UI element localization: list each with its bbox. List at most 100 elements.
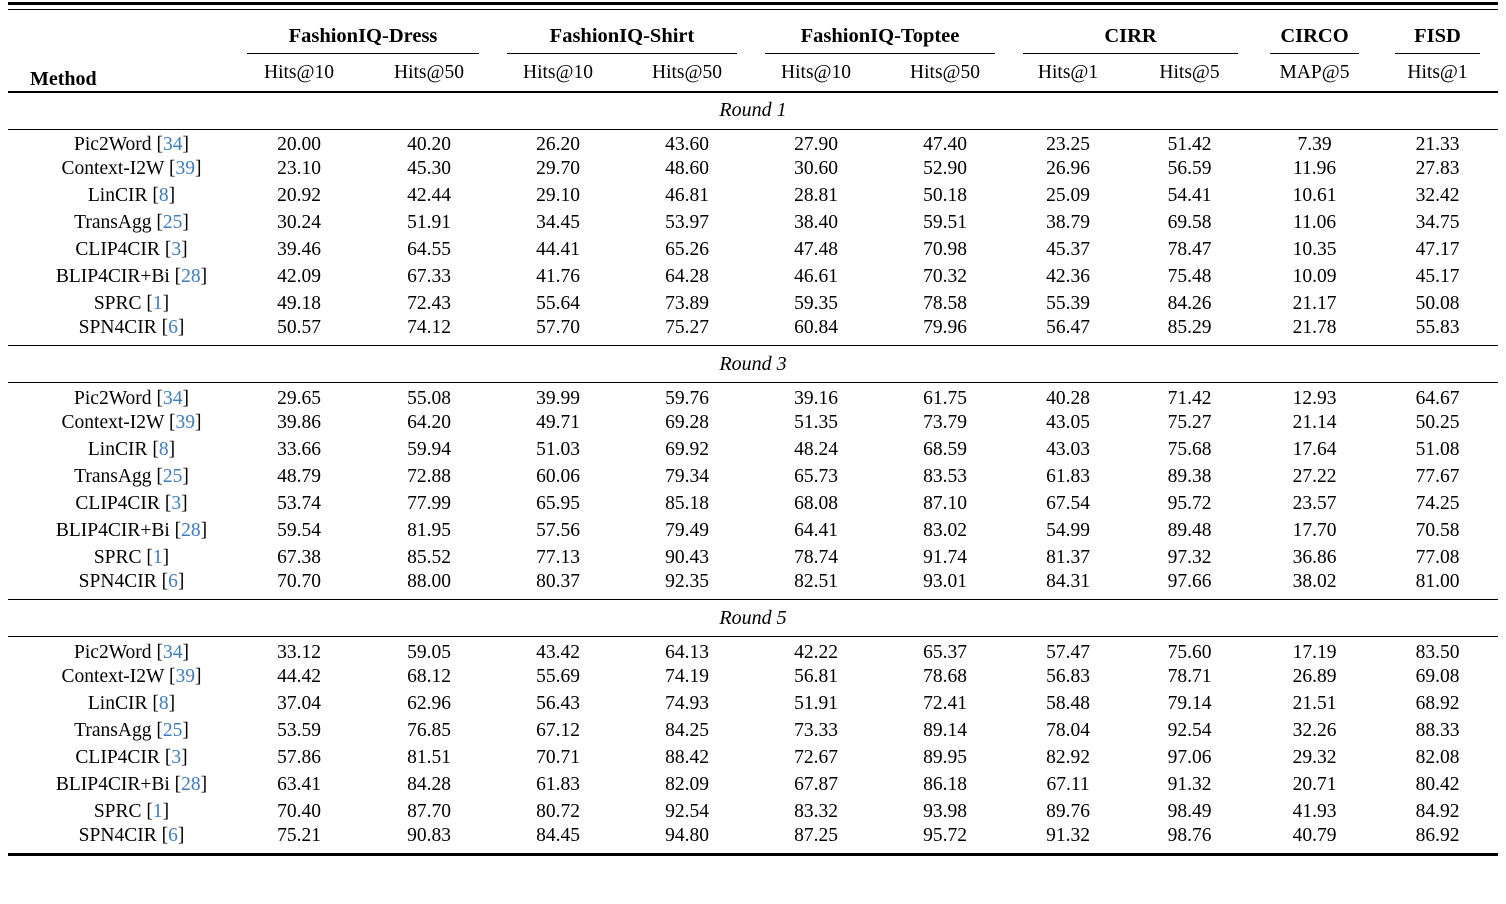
method-cell: Pic2Word [34]	[8, 129, 233, 156]
metric-value: 21.78	[1292, 317, 1337, 338]
citation-link[interactable]: 39	[175, 158, 195, 180]
metric-value: 67.33	[407, 266, 451, 288]
metric-value: 38.02	[1292, 570, 1337, 592]
metric-value: 71.42	[1167, 387, 1212, 409]
citation-link[interactable]: 34	[162, 134, 183, 156]
citation-link[interactable]: 28	[181, 774, 201, 796]
metric-value: 48.60	[665, 158, 709, 180]
metric-value: 98.49	[1167, 801, 1212, 823]
metric-value: 20.71	[1292, 774, 1337, 796]
citation-link[interactable]: 39	[175, 666, 195, 688]
citation-bracket-close: ]	[182, 641, 189, 663]
citation-link[interactable]: 6	[168, 824, 178, 846]
col-header-toptee-hits50: Hits@50	[910, 61, 980, 83]
metric-value: 50.18	[923, 185, 967, 207]
method-cell: Pic2Word [34]	[8, 383, 233, 410]
method-name: CLIP4CIR	[75, 239, 160, 261]
table-row: TransAgg [25] 30.24 51.91 34.45 53.97 38.40 59…	[8, 210, 1498, 237]
col-header-shirt-hits10: Hits@10	[523, 61, 593, 83]
metric-value: 82.51	[794, 570, 838, 592]
citation-link[interactable]: 34	[162, 387, 183, 409]
citation-link[interactable]: 8	[158, 185, 169, 207]
citation-link[interactable]: 6	[168, 317, 178, 338]
method-name: Context-I2W	[61, 158, 165, 180]
metric-value: 84.25	[665, 720, 709, 742]
metric-value: 56.81	[794, 666, 838, 688]
citation-link[interactable]: 28	[181, 520, 201, 542]
method-name: SPN4CIR	[78, 824, 157, 846]
group-label: CIRCO	[1270, 25, 1360, 54]
metric-value: 83.53	[923, 466, 967, 488]
metric-value: 23.57	[1292, 493, 1337, 515]
table-header: Method FashionIQ-Dress FashionIQ-Shirt F…	[8, 10, 1499, 92]
metric-value: 26.89	[1292, 666, 1337, 688]
metric-value: 38.79	[1046, 212, 1090, 234]
metric-value: 55.83	[1415, 317, 1460, 338]
citation-link[interactable]: 25	[162, 720, 183, 742]
citation-link[interactable]: 39	[175, 412, 195, 434]
top-rule-thin	[8, 9, 1498, 10]
metric-value: 56.83	[1046, 666, 1090, 688]
table-row: BLIP4CIR+Bi [28] 63.41 84.28 61.83 82.09 67.8…	[8, 772, 1498, 799]
citation-bracket-close: ]	[162, 547, 170, 569]
metric-value: 37.04	[277, 693, 321, 715]
metric-value: 60.06	[536, 466, 580, 488]
method-cell: Context-I2W [39]	[8, 156, 233, 183]
metric-value: 91.32	[1046, 824, 1090, 846]
metric-value: 77.67	[1415, 466, 1460, 488]
citation-link[interactable]: 3	[171, 493, 182, 515]
metric-value: 50.57	[277, 317, 321, 338]
citation-link[interactable]: 8	[158, 439, 169, 461]
method-cell: TransAgg [25]	[8, 718, 233, 745]
metric-value: 53.59	[277, 720, 321, 742]
metric-value: 42.36	[1046, 266, 1090, 288]
citation-link[interactable]: 6	[168, 570, 178, 592]
metric-value: 42.22	[794, 641, 838, 663]
metric-value: 93.01	[923, 570, 967, 592]
metric-value: 40.79	[1292, 824, 1337, 846]
method-cell: TransAgg [25]	[8, 210, 233, 237]
metric-value: 56.43	[536, 693, 580, 715]
citation-bracket-close: ]	[200, 266, 208, 288]
metric-value: 80.37	[536, 570, 580, 592]
citation-link[interactable]: 1	[152, 293, 163, 315]
metric-value: 78.71	[1167, 666, 1212, 688]
group-label: CIRR	[1023, 25, 1239, 54]
metric-value: 49.71	[536, 412, 580, 434]
metric-value: 65.37	[923, 641, 967, 663]
metric-value: 68.12	[407, 666, 451, 688]
metric-value: 82.92	[1046, 747, 1090, 769]
citation-link[interactable]: 34	[162, 641, 183, 663]
citation-bracket-open: [	[156, 641, 163, 663]
metric-value: 77.08	[1415, 547, 1460, 569]
top-rule-thick	[8, 2, 1498, 5]
metric-value: 78.47	[1167, 239, 1212, 261]
citation-link[interactable]: 28	[181, 266, 201, 288]
citation-link[interactable]: 25	[162, 212, 183, 234]
method-name: TransAgg	[74, 212, 152, 234]
metric-value: 44.41	[536, 239, 580, 261]
citation-link[interactable]: 3	[171, 747, 182, 769]
citation-link[interactable]: 1	[152, 547, 163, 569]
method-name: SPN4CIR	[78, 317, 157, 338]
citation-link[interactable]: 25	[162, 466, 183, 488]
metric-value: 55.08	[407, 387, 451, 409]
metric-value: 51.08	[1415, 439, 1460, 461]
metric-value: 64.13	[665, 641, 709, 663]
citation-link[interactable]: 8	[158, 693, 169, 715]
citation-bracket-close: ]	[168, 185, 176, 207]
metric-value: 85.52	[407, 547, 451, 569]
citation-bracket-open: [	[174, 266, 182, 288]
metric-value: 55.64	[536, 293, 580, 315]
citation-bracket-close: ]	[168, 693, 176, 715]
metric-value: 60.84	[794, 317, 838, 338]
metric-value: 87.10	[923, 493, 967, 515]
citation-bracket-open: [	[161, 570, 169, 592]
citation-link[interactable]: 1	[152, 801, 163, 823]
metric-value: 67.38	[277, 547, 321, 569]
table-row: CLIP4CIR [3] 39.46 64.55 44.41 65.26 47.48 70.…	[8, 237, 1498, 264]
metric-value: 21.14	[1292, 412, 1337, 434]
metric-value: 76.85	[407, 720, 451, 742]
citation-link[interactable]: 3	[171, 239, 182, 261]
method-cell: Context-I2W [39]	[8, 664, 233, 691]
